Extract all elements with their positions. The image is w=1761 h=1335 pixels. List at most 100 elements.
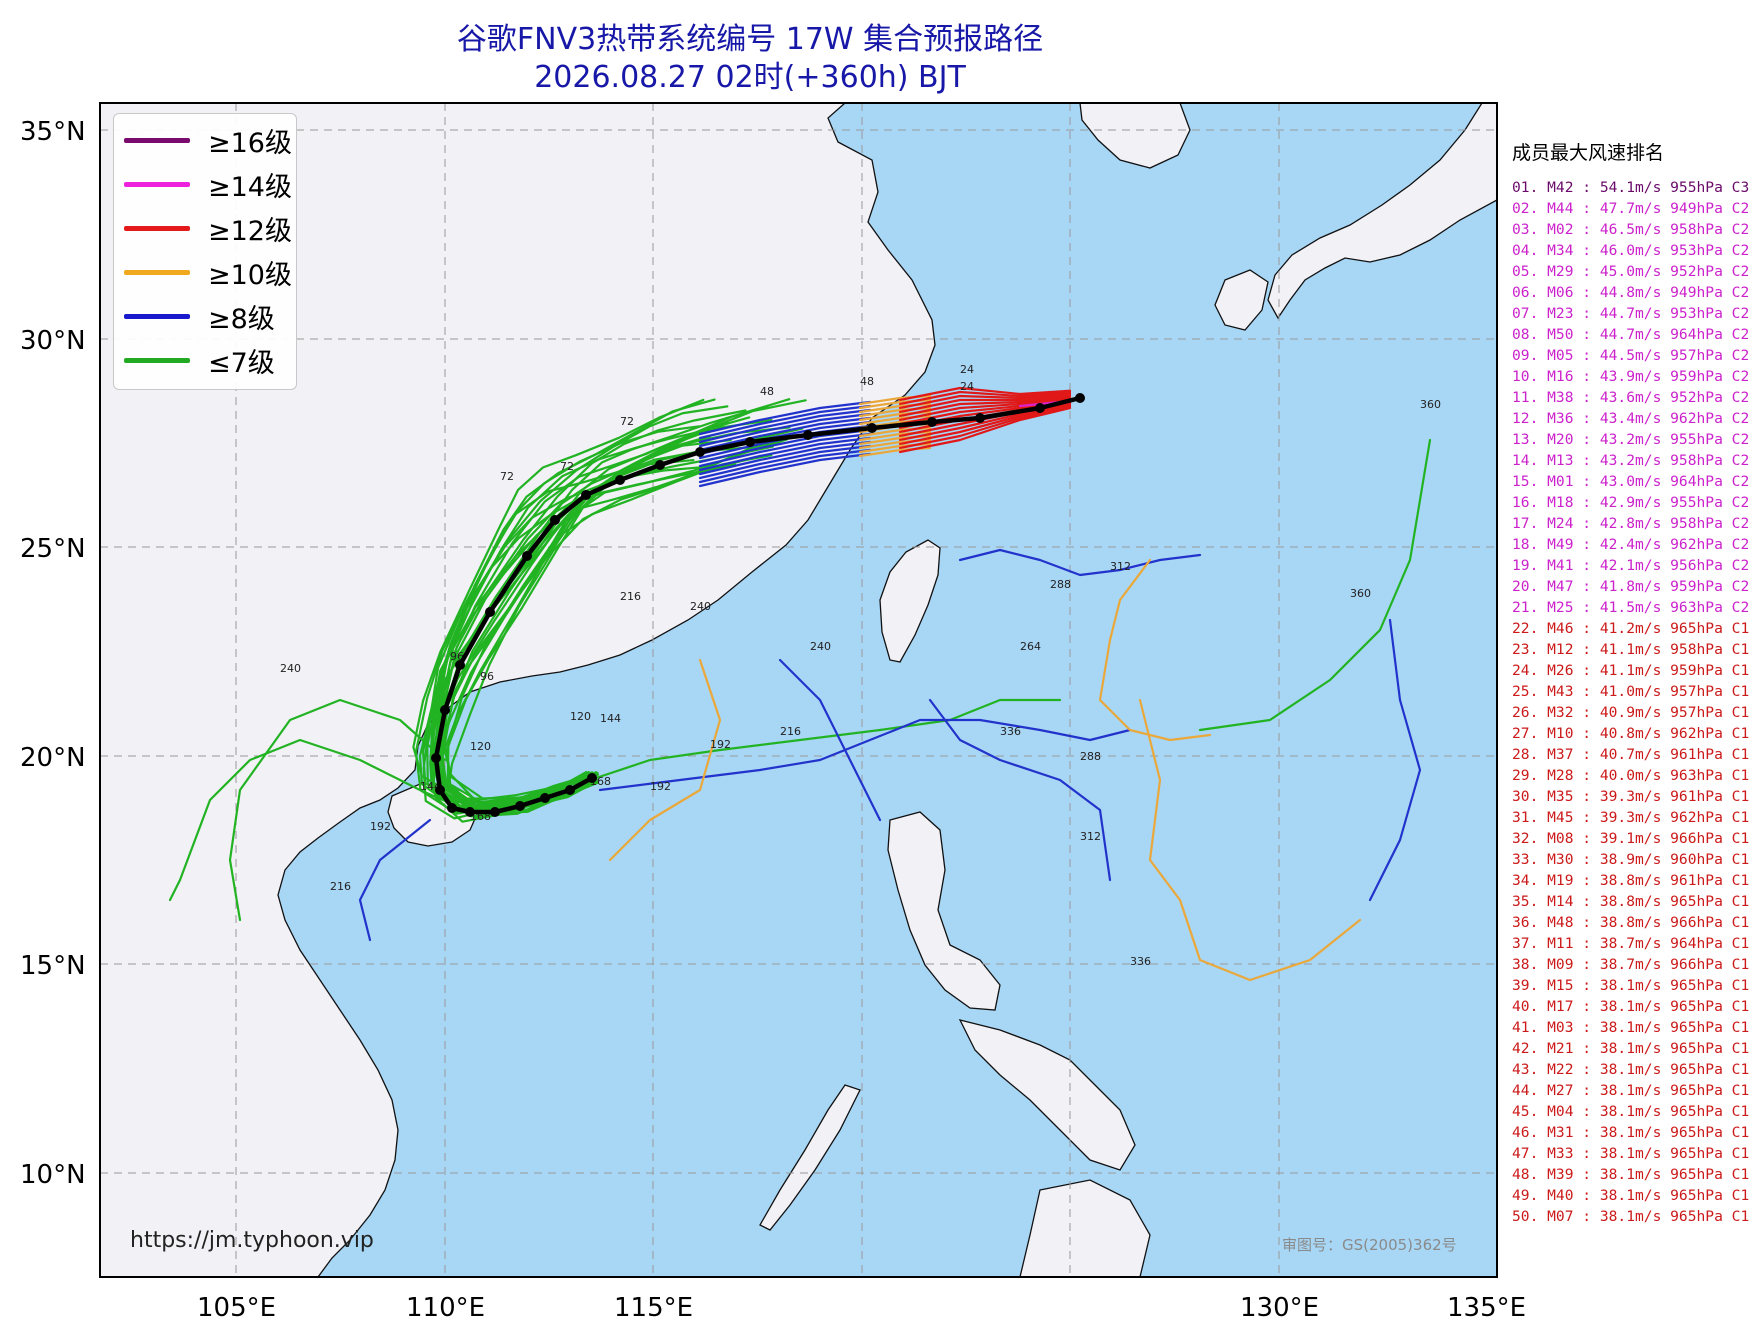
ranking-row: 15. M01 : 43.0m/s 964hPa C2 (1512, 473, 1750, 490)
hour-label: 336 (1130, 955, 1151, 968)
legend-swatch (124, 357, 190, 363)
mean-track-point (587, 773, 597, 783)
ranking-row: 30. M35 : 39.3m/s 961hPa C1 (1512, 788, 1750, 805)
ensemble-track (1138, 698, 1362, 982)
hour-label: 288 (1050, 578, 1071, 591)
hour-label: 72 (500, 470, 514, 483)
ensemble-track (1198, 438, 1432, 732)
legend-label: ≥8级 (208, 303, 275, 335)
ensemble-track (698, 436, 872, 472)
ensemble-track (898, 393, 1072, 414)
ranking-row: 31. M45 : 39.3m/s 962hPa C1 (1512, 809, 1750, 826)
mean-track-point (550, 515, 560, 525)
ranking-row: 38. M09 : 38.7m/s 966hPa C1 (1512, 956, 1750, 973)
ensemble-track (588, 698, 1062, 782)
hour-label: 192 (710, 738, 731, 751)
ranking-row: 26. M32 : 40.9m/s 957hPa C1 (1512, 704, 1750, 721)
hour-label: 192 (650, 780, 671, 793)
ranking-row: 24. M26 : 41.1m/s 959hPa C1 (1512, 662, 1750, 679)
ensemble-track (898, 405, 1072, 450)
land-korea (1079, 102, 1191, 169)
hour-label: 288 (1080, 750, 1101, 763)
ensemble-track (698, 404, 872, 440)
hour-label: 120 (570, 710, 591, 723)
ranking-row: 08. M50 : 44.7m/s 964hPa C2 (1512, 326, 1750, 343)
hour-label: 24 (960, 380, 974, 393)
mean-track-point (803, 430, 813, 440)
mean-track-point (975, 413, 985, 423)
hour-label: 72 (560, 460, 574, 473)
hour-label: 240 (690, 600, 711, 613)
land-luzon (887, 811, 1001, 1011)
ranking-row: 20. M47 : 41.8m/s 959hPa C2 (1512, 578, 1750, 595)
mean-track-point (515, 801, 525, 811)
ranking-row: 37. M11 : 38.7m/s 964hPa C1 (1512, 935, 1750, 952)
map-subtitle: 2026.08.27 02时(+360h) BJT (534, 60, 966, 95)
ranking-row: 25. M43 : 41.0m/s 957hPa C1 (1512, 683, 1750, 700)
lon-label-110: 110°E (406, 1293, 485, 1323)
ranking-row: 17. M24 : 42.8m/s 958hPa C2 (1512, 515, 1750, 532)
ensemble-track (698, 452, 872, 488)
mean-track-point (485, 607, 495, 617)
land-japan (1267, 102, 1498, 320)
ensemble-track (698, 400, 872, 436)
ensemble-track (898, 386, 1072, 402)
ranking-row: 16. M18 : 42.9m/s 955hPa C2 (1512, 494, 1750, 511)
mean-track-point (927, 417, 937, 427)
ensemble-track (228, 698, 447, 922)
ensemble-track (898, 404, 1072, 446)
mean-track-point (522, 551, 532, 561)
ranking-row: 29. M28 : 40.0m/s 963hPa C1 (1512, 767, 1750, 784)
hour-label: 240 (280, 662, 301, 675)
source-url: https://jm.typhoon.vip (130, 1228, 374, 1253)
ensemble-track (168, 738, 472, 902)
hour-label: 144 (600, 712, 621, 725)
ensemble-track (698, 432, 872, 468)
ensemble-track (698, 448, 872, 484)
mean-track-point (540, 793, 550, 803)
ranking-row: 04. M34 : 46.0m/s 953hPa C2 (1512, 242, 1750, 259)
lat-label-15: 15°N (20, 951, 86, 981)
ensemble-track (434, 454, 773, 814)
mean-track-point (490, 807, 500, 817)
land-palawan (759, 1084, 861, 1231)
hour-label: 312 (1110, 560, 1131, 573)
ensemble-track (928, 698, 1112, 882)
legend-item-10: ≥10级 (124, 252, 292, 292)
ranking-row: 10. M16 : 43.9m/s 959hPa C2 (1512, 368, 1750, 385)
ranking-row: 03. M02 : 46.5m/s 958hPa C2 (1512, 221, 1750, 238)
hour-label: 120 (470, 740, 491, 753)
hour-label: 192 (370, 820, 391, 833)
ranking-row: 41. M03 : 38.1m/s 965hPa C1 (1512, 1019, 1750, 1036)
ranking-row: 12. M36 : 43.4m/s 962hPa C2 (1512, 410, 1750, 427)
land-visayas (958, 1019, 1136, 1171)
mean-track-point (435, 785, 445, 795)
lon-label-115: 115°E (614, 1293, 693, 1323)
ranking-row: 50. M07 : 38.1m/s 965hPa C1 (1512, 1208, 1750, 1225)
mean-track-point (745, 437, 755, 447)
hour-label: 360 (1350, 587, 1371, 600)
ranking-row: 45. M04 : 38.1m/s 965hPa C1 (1512, 1103, 1750, 1120)
land-kyushu (1214, 269, 1269, 331)
ranking-row: 46. M31 : 38.1m/s 965hPa C1 (1512, 1124, 1750, 1141)
hour-label: 216 (780, 725, 801, 738)
hour-label: 336 (1000, 725, 1021, 738)
ranking-row: 19. M41 : 42.1m/s 956hPa C2 (1512, 557, 1750, 574)
ranking-row: 28. M37 : 40.7m/s 961hPa C1 (1512, 746, 1750, 763)
legend-label: ≥12级 (208, 215, 292, 247)
legend-item-14: ≥14级 (124, 164, 292, 204)
ensemble-track (1098, 558, 1212, 742)
ranking-row: 22. M46 : 41.2m/s 965hPa C1 (1512, 620, 1750, 637)
land-mindanao (1019, 1179, 1151, 1278)
mean-track-point (465, 807, 475, 817)
ensemble-track (608, 658, 722, 862)
mean-track-point (431, 753, 441, 763)
ensemble-track (958, 548, 1202, 577)
legend-swatch (124, 269, 190, 275)
hour-label: 72 (620, 415, 634, 428)
ensemble-track (898, 406, 1072, 454)
mean-track-point (695, 447, 705, 457)
legend-swatch (124, 225, 190, 231)
ranking-title: 成员最大风速排名 (1512, 142, 1665, 164)
